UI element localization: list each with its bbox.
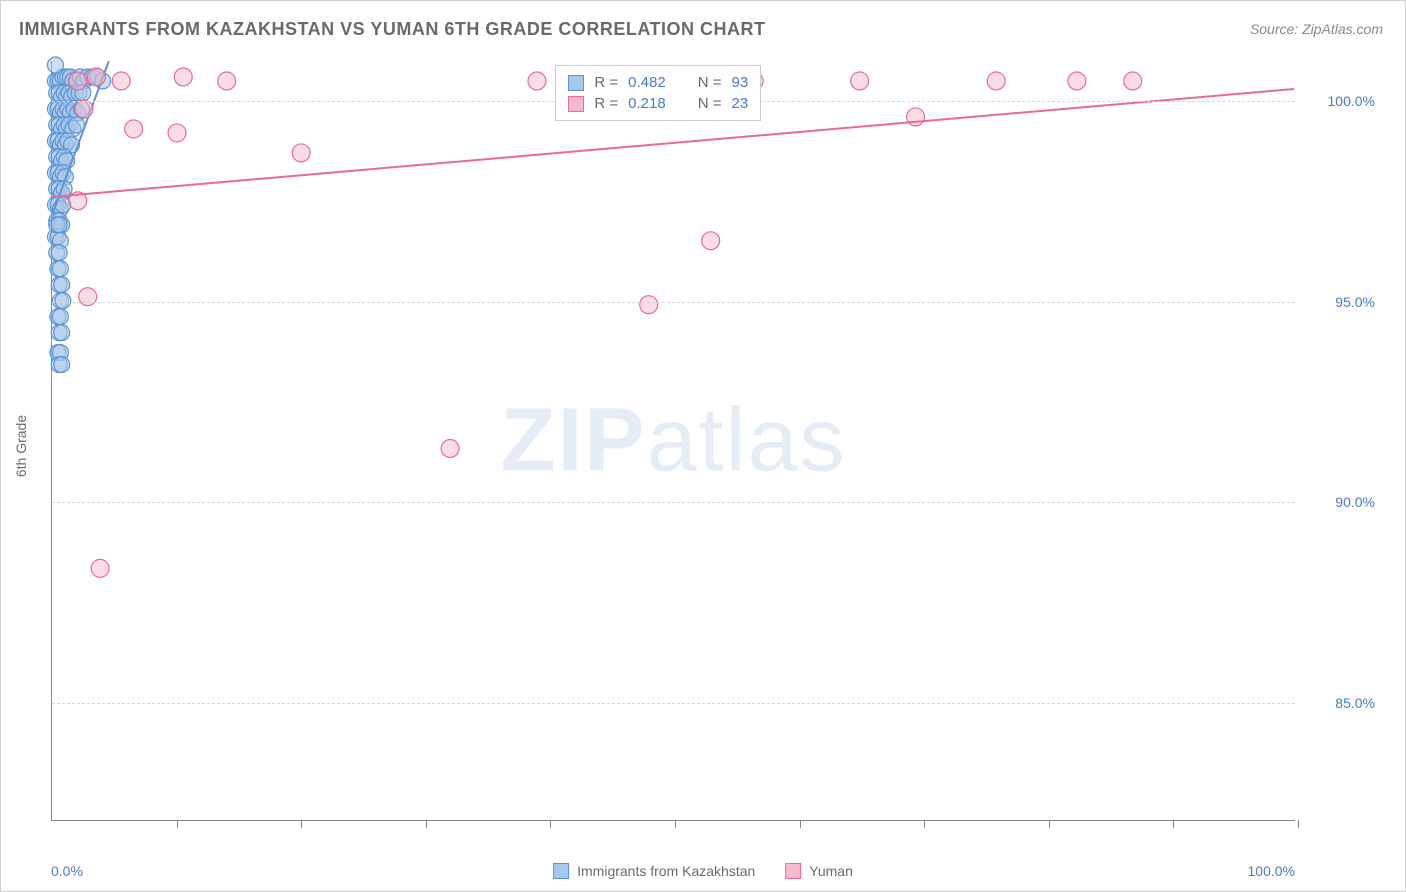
scatter-point xyxy=(1124,72,1142,90)
scatter-point xyxy=(51,217,67,233)
legend-swatch xyxy=(785,863,801,879)
x-tick xyxy=(177,820,178,828)
scatter-point xyxy=(640,296,658,314)
stat-r-value: 0.218 xyxy=(628,95,666,112)
scatter-point xyxy=(292,144,310,162)
scatter-point xyxy=(441,440,459,458)
gridline xyxy=(52,502,1295,503)
source-label: Source: ZipAtlas.com xyxy=(1250,21,1383,37)
plot-svg xyxy=(52,61,1295,820)
x-tick xyxy=(1049,820,1050,828)
scatter-point xyxy=(1068,72,1086,90)
stats-row: R = 0.482 N = 93 xyxy=(568,72,748,93)
legend-swatch xyxy=(553,863,569,879)
gridline xyxy=(52,302,1295,303)
x-axis-min-label: 0.0% xyxy=(51,863,83,879)
stat-r-value: 0.482 xyxy=(628,74,666,91)
scatter-point xyxy=(54,277,70,293)
stats-row: R = 0.218 N = 23 xyxy=(568,93,748,114)
x-tick xyxy=(1298,820,1299,828)
scatter-point xyxy=(87,68,105,86)
legend-label: Immigrants from Kazakhstan xyxy=(577,863,755,879)
scatter-point xyxy=(168,124,186,142)
scatter-point xyxy=(112,72,130,90)
scatter-point xyxy=(528,72,546,90)
legend-item: Immigrants from Kazakhstan xyxy=(553,863,755,879)
legend-item: Yuman xyxy=(785,863,853,879)
x-tick xyxy=(800,820,801,828)
scatter-point xyxy=(69,117,85,133)
scatter-point xyxy=(91,559,109,577)
scatter-point xyxy=(69,72,87,90)
scatter-point xyxy=(702,232,720,250)
scatter-point xyxy=(125,120,143,138)
scatter-point xyxy=(54,357,70,373)
stat-r-label: R = xyxy=(594,95,618,112)
scatter-point xyxy=(75,100,93,118)
scatter-point xyxy=(218,72,236,90)
y-tick-label: 90.0% xyxy=(1305,494,1375,510)
scatter-point xyxy=(52,309,68,325)
y-tick-label: 95.0% xyxy=(1305,294,1375,310)
x-axis-max-label: 100.0% xyxy=(1248,863,1295,879)
x-tick xyxy=(1173,820,1174,828)
series-swatch xyxy=(568,96,584,112)
stat-n-label: N = xyxy=(698,74,722,91)
stat-n-value: 93 xyxy=(731,74,748,91)
scatter-point xyxy=(79,288,97,306)
x-tick xyxy=(301,820,302,828)
scatter-point xyxy=(54,325,70,341)
scatter-point xyxy=(51,245,67,261)
scatter-point xyxy=(52,261,68,277)
chart-title: IMMIGRANTS FROM KAZAKHSTAN VS YUMAN 6TH … xyxy=(19,19,765,40)
legend-label: Yuman xyxy=(809,863,853,879)
scatter-point xyxy=(174,68,192,86)
scatter-point xyxy=(851,72,869,90)
stat-n-label: N = xyxy=(698,95,722,112)
stats-box: R = 0.482 N = 93 R = 0.218 N = 23 xyxy=(555,65,761,121)
legend-bottom: Immigrants from Kazakhstan Yuman xyxy=(553,863,853,879)
stat-r-label: R = xyxy=(594,74,618,91)
plot-area: ZIPatlas 100.0%95.0%90.0%85.0% R = 0.482… xyxy=(51,61,1295,821)
x-tick xyxy=(550,820,551,828)
gridline xyxy=(52,703,1295,704)
y-tick-label: 85.0% xyxy=(1305,695,1375,711)
y-tick-label: 100.0% xyxy=(1305,93,1375,109)
x-tick xyxy=(426,820,427,828)
scatter-point xyxy=(987,72,1005,90)
stat-n-value: 23 xyxy=(731,95,748,112)
series-swatch xyxy=(568,75,584,91)
x-tick xyxy=(924,820,925,828)
scatter-point xyxy=(47,57,63,73)
x-tick xyxy=(675,820,676,828)
y-axis-title: 6th Grade xyxy=(13,415,29,477)
chart-container: IMMIGRANTS FROM KAZAKHSTAN VS YUMAN 6TH … xyxy=(0,0,1406,892)
